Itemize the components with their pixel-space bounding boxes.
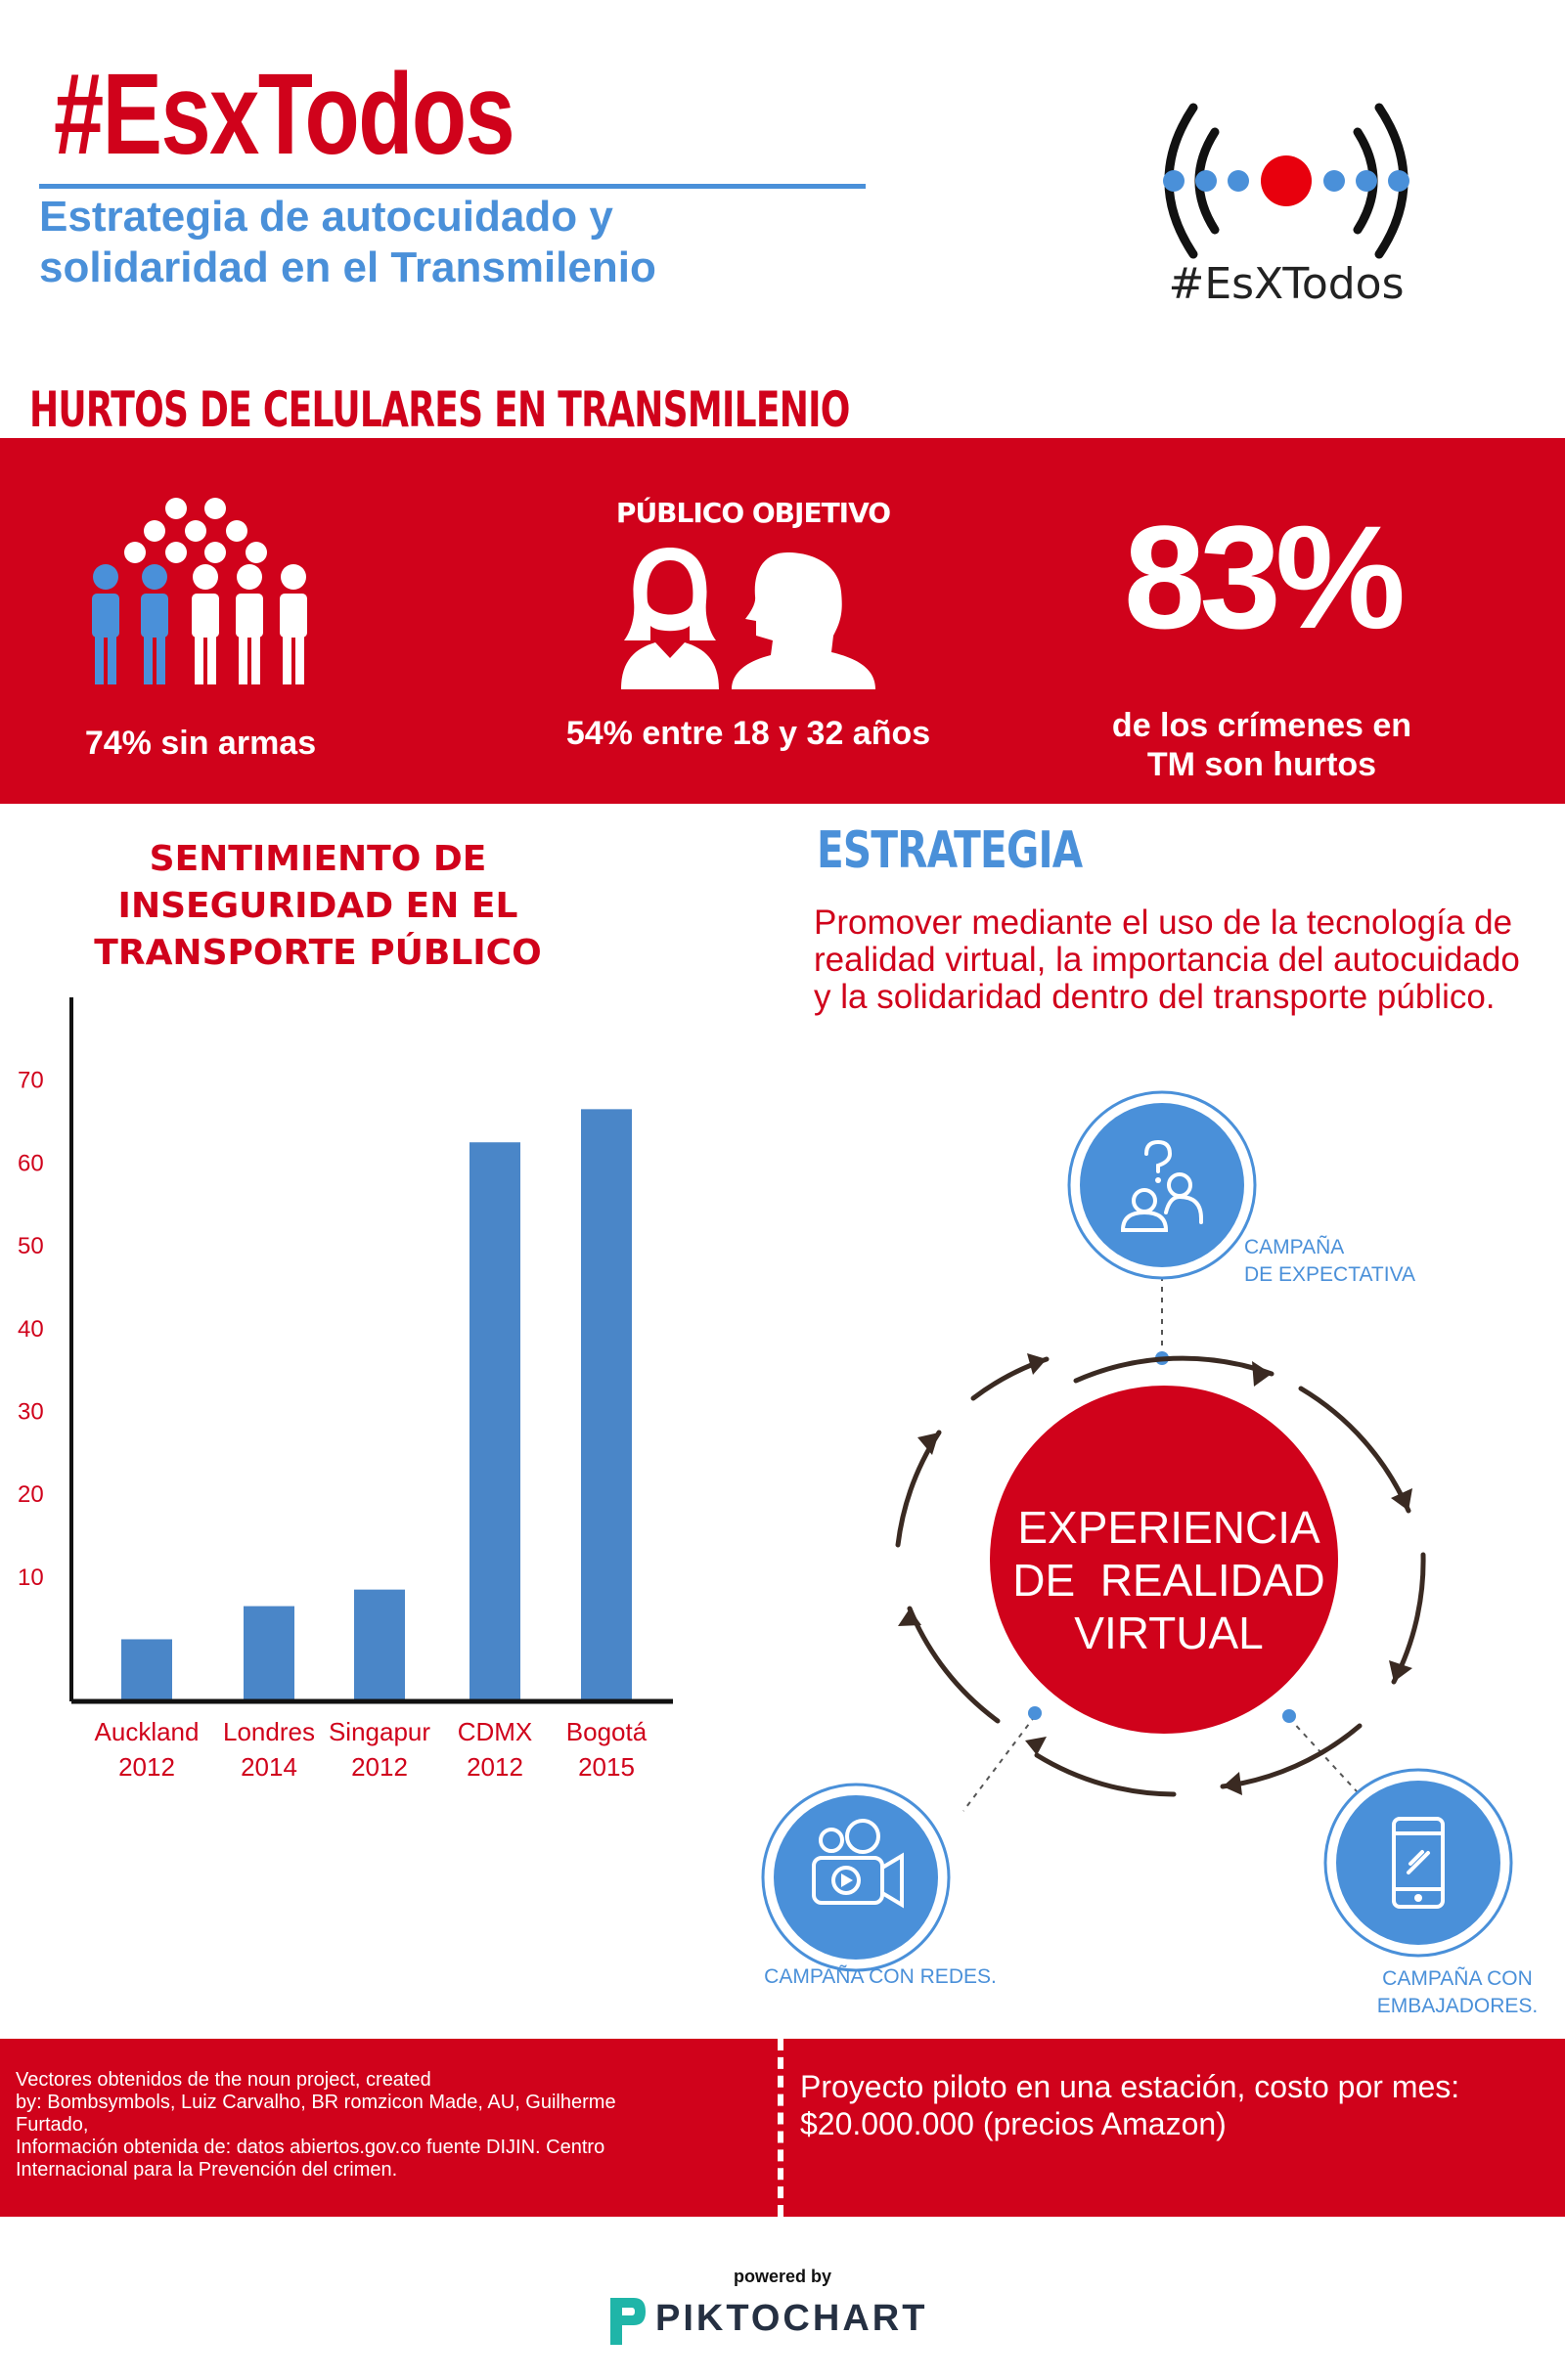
credits-line-3: Furtado, bbox=[16, 2114, 89, 2136]
campaign-expectativa-label: CAMPAÑA DE EXPECTATIVA bbox=[1244, 1234, 1498, 1289]
pilot-cost-text: Proyecto piloto en una estación, costo p… bbox=[800, 2068, 1543, 2142]
powered-by-label: powered by bbox=[733, 2267, 832, 2286]
campaign1-line-2: DE EXPECTATIVA bbox=[1244, 1263, 1416, 1286]
x-category-label: CDMX bbox=[458, 1717, 533, 1746]
logo-text: #EsXTodos bbox=[1168, 259, 1405, 309]
x-category-label: Singapur bbox=[329, 1717, 430, 1746]
piktochart-logo-icon bbox=[610, 2298, 646, 2345]
chart-title-line-2: TRANSPORTE PÚBLICO bbox=[94, 933, 542, 973]
stat-crimenes-line-2: TM son hurtos bbox=[1146, 746, 1377, 783]
y-tick-label: 70 bbox=[18, 1068, 44, 1094]
x-category-label: Auckland bbox=[95, 1717, 200, 1746]
subtitle-line-2: solidaridad en el Transmilenio bbox=[39, 243, 656, 291]
credits-line-5: Internacional para la Prevención del cri… bbox=[16, 2159, 398, 2181]
campaign-expectativa-icon bbox=[1067, 1090, 1257, 1280]
campaign-redes-video-icon bbox=[761, 1783, 951, 1972]
stat-sin-armas: 74% sin armas bbox=[84, 725, 317, 762]
bar-singapur bbox=[354, 1589, 405, 1701]
x-year-label: 2012 bbox=[118, 1752, 175, 1782]
x-category-label: Bogotá bbox=[566, 1717, 648, 1746]
title-divider bbox=[39, 184, 866, 189]
pilot-line-2: $20.000.000 (precios Amazon) bbox=[800, 2106, 1227, 2141]
piktochart-brand[interactable]: PIKTOCHART bbox=[655, 2298, 928, 2339]
publico-objetivo-label: PÚBLICO OBJETIVO bbox=[615, 497, 891, 529]
center-line-3: VIRTUAL bbox=[1074, 1608, 1264, 1658]
campaign1-line-1: CAMPAÑA bbox=[1244, 1236, 1345, 1258]
subtitle-line-1: Estrategia de autocuidado y bbox=[39, 193, 613, 241]
center-line-1: EXPERIENCIA bbox=[1017, 1502, 1320, 1553]
strategy-cycle-diagram bbox=[761, 1090, 1513, 1972]
stat-edad: 54% entre 18 y 32 años bbox=[565, 715, 931, 752]
people-group-icon bbox=[92, 498, 307, 684]
bar-londres bbox=[244, 1606, 294, 1701]
chart-title-line-1: SENTIMIENTO DE INSEGURIDAD EN EL bbox=[117, 839, 518, 926]
pilot-line-1: Proyecto piloto en una estación, costo p… bbox=[800, 2069, 1460, 2104]
campaign3-line-1: CAMPAÑA CON bbox=[1382, 1967, 1533, 1990]
y-tick-label: 60 bbox=[18, 1150, 44, 1176]
x-year-label: 2012 bbox=[351, 1752, 408, 1782]
center-line-2: DE REALIDAD bbox=[1012, 1555, 1325, 1606]
insecurity-bar-chart: 10 20 30 40 50 60 70 Auckland 2012 Londres 2014 Sin… bbox=[18, 997, 673, 1782]
stat-83-percent: 83% bbox=[1123, 495, 1406, 659]
y-tick-label: 10 bbox=[18, 1565, 44, 1591]
x-year-label: 2015 bbox=[578, 1752, 635, 1782]
bar-auckland bbox=[121, 1639, 172, 1701]
page-title: #EsxTodos bbox=[54, 50, 515, 179]
chart-title: SENTIMIENTO DE INSEGURIDAD EN EL TRANSPO… bbox=[39, 836, 597, 977]
credits-line-1: Vectores obtenidos de the noun project, … bbox=[16, 2069, 431, 2091]
stat-crimenes-line-1: de los crímenes en bbox=[1111, 707, 1412, 744]
target-audience-icon bbox=[621, 548, 875, 689]
y-tick-label: 20 bbox=[18, 1481, 44, 1508]
bar-cdmx bbox=[470, 1142, 520, 1701]
experiencia-vr-label: EXPERIENCIA DE REALIDAD VIRTUAL bbox=[978, 1501, 1360, 1659]
credits-line-4: Información obtenida de: datos abiertos.… bbox=[16, 2137, 605, 2158]
campaign3-line-2: EMBAJADORES. bbox=[1376, 1995, 1539, 2017]
campaign-embajadores-label: CAMPAÑA CON EMBAJADORES. bbox=[1360, 1965, 1555, 2020]
x-year-label: 2012 bbox=[467, 1752, 523, 1782]
x-category-label: Londres bbox=[223, 1717, 315, 1746]
broadcast-logo-icon bbox=[1163, 103, 1409, 259]
y-tick-label: 30 bbox=[18, 1399, 44, 1426]
footer-divider bbox=[778, 2039, 783, 2217]
stat-crimenes-desc: de los crímenes en TM son hurtos bbox=[1066, 706, 1457, 784]
x-year-label: 2014 bbox=[241, 1752, 297, 1782]
section-title-estrategia: ESTRATEGIA bbox=[817, 821, 1083, 880]
y-tick-label: 50 bbox=[18, 1233, 44, 1259]
estrategia-description: Promover mediante el uso de la tecnologí… bbox=[814, 904, 1520, 1016]
campaign-redes-label: CAMPAÑA CON REDES. bbox=[764, 1965, 997, 1988]
section-title-hurtos: HURTOS DE CELULARES EN TRANSMILENIO bbox=[29, 381, 850, 438]
credits-line-2: by: Bombsymbols, Luiz Carvalho, BR romzi… bbox=[16, 2092, 616, 2113]
bar-bogotá bbox=[581, 1109, 632, 1701]
y-tick-label: 40 bbox=[18, 1316, 44, 1343]
campaign-embajadores-phone-icon bbox=[1323, 1768, 1513, 1958]
credits-text: Vectores obtenidos de the noun project, … bbox=[16, 2069, 749, 2182]
page-subtitle: Estrategia de autocuidado y solidaridad … bbox=[39, 192, 724, 293]
